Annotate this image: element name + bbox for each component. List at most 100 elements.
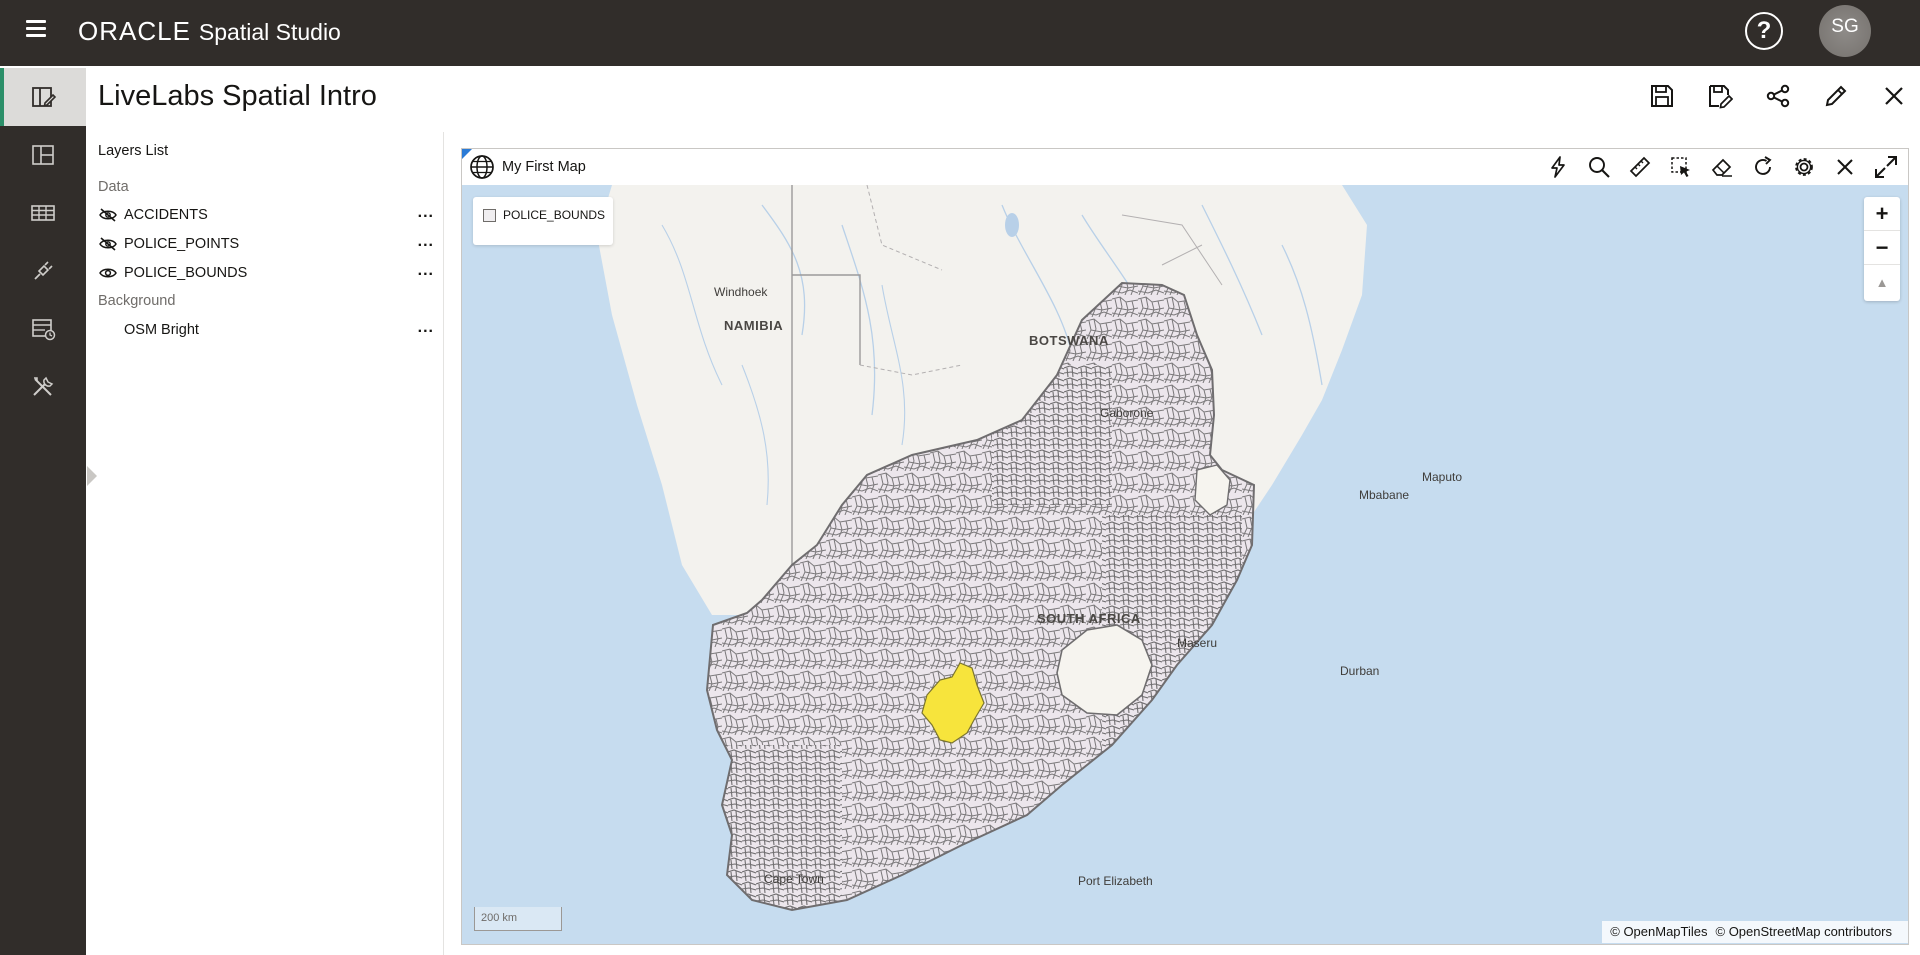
eraser-button[interactable] (1708, 153, 1736, 181)
hamburger-menu-icon[interactable] (26, 20, 46, 38)
close-icon (1885, 87, 1903, 105)
layer-name: POLICE_POINTS (124, 236, 240, 252)
brand-logo[interactable]: ORACLE Spatial Studio (78, 16, 341, 47)
search-button[interactable] (1585, 153, 1613, 181)
layer-row-police-bounds[interactable]: POLICE_BOUNDS ... (98, 261, 438, 285)
map-selected-marker (462, 149, 472, 159)
label-gaborone: Gaborone (1100, 406, 1154, 420)
layer-row-accidents[interactable]: ACCIDENTS ... (98, 203, 438, 227)
layer-name: OSM Bright (124, 322, 199, 338)
settings-button[interactable] (1790, 153, 1818, 181)
compass-button[interactable]: ▲ (1875, 274, 1889, 290)
project-title: LiveLabs Spatial Intro (98, 80, 377, 112)
label-namibia: NAMIBIA (724, 318, 784, 333)
label-maseru: Maseru (1177, 636, 1218, 650)
project-icon (32, 87, 57, 107)
close-icon (1837, 159, 1853, 175)
search-icon (1589, 157, 1610, 178)
settings-icon (1795, 158, 1813, 176)
label-durban: Durban (1340, 664, 1380, 678)
scale-label: 200 km (481, 912, 518, 924)
map-attribution: © OpenMapTiles © OpenStreetMap contributo… (1602, 921, 1908, 943)
map-canvas[interactable] (462, 185, 1908, 945)
label-mbabane: Mbabane (1359, 488, 1410, 502)
map-header: My First Map (462, 149, 1908, 185)
expand-icon (1875, 156, 1897, 178)
layer-more-icon[interactable]: ... (417, 233, 434, 250)
nav-dashboard-icon[interactable] (0, 126, 86, 184)
data-section-label: Data (98, 179, 129, 195)
globe-icon (470, 155, 494, 179)
map-card: My First Map (461, 148, 1909, 945)
share-button[interactable] (1764, 82, 1792, 110)
layer-name: POLICE_BOUNDS (124, 265, 248, 281)
nav-tools-icon[interactable] (0, 358, 86, 416)
label-botswana: BOTSWANA (1029, 333, 1109, 348)
select-icon (1671, 157, 1690, 177)
share-icon (1766, 84, 1790, 108)
brand-product: Spatial Studio (198, 19, 341, 45)
refresh-icon (1755, 156, 1772, 175)
jobs-icon (32, 319, 56, 341)
help-button[interactable]: ? (1745, 12, 1783, 50)
label-port-elizabeth: Port Elizabeth (1078, 874, 1153, 888)
select-button[interactable] (1667, 153, 1695, 181)
background-section-label: Background (98, 293, 176, 309)
zoom-in-button[interactable]: + (1864, 197, 1900, 231)
brand-oracle: ORACLE (78, 16, 191, 46)
zoom-controls: + − ▲ (1864, 197, 1900, 301)
layer-more-icon[interactable]: ... (417, 319, 434, 336)
layer-name: ACCIDENTS (124, 207, 208, 223)
nav-rail (0, 68, 86, 955)
save-as-icon (1709, 85, 1733, 109)
nav-project-icon[interactable] (0, 68, 86, 126)
layers-list-title: Layers List (98, 143, 169, 159)
label-windhoek: Windhoek (714, 285, 768, 299)
layer-row-police-points[interactable]: POLICE_POINTS ... (98, 232, 438, 256)
attribution-osm[interactable]: © OpenStreetMap contributors (1715, 924, 1893, 939)
map-legend: POLICE_BOUNDS (473, 197, 613, 245)
label-maputo: Maputo (1422, 470, 1463, 484)
measure-icon (1629, 156, 1651, 178)
project-toolbar (1648, 82, 1908, 110)
layers-panel: Layers List Data ACCIDENTS ... POLICE_PO… (86, 132, 444, 955)
background-spacer (98, 322, 118, 338)
dashboard-icon (32, 145, 54, 165)
connections-icon (34, 261, 53, 280)
lightning-button[interactable] (1544, 153, 1572, 181)
refresh-button[interactable] (1749, 153, 1777, 181)
hidden-eye-icon[interactable] (98, 236, 118, 252)
top-header: ORACLE Spatial Studio ? SG (0, 0, 1920, 66)
lightning-icon (1551, 156, 1565, 178)
edit-button[interactable] (1822, 82, 1850, 110)
nav-connections-icon[interactable] (0, 242, 86, 300)
map-toolbar (1544, 153, 1900, 181)
nav-jobs-icon[interactable] (0, 300, 86, 358)
save-button[interactable] (1648, 82, 1676, 110)
save-as-button[interactable] (1706, 82, 1734, 110)
user-avatar[interactable]: SG (1819, 5, 1871, 57)
legend-swatch (483, 209, 496, 222)
collapse-panel-handle[interactable] (87, 466, 97, 486)
zoom-out-button[interactable]: − (1864, 231, 1900, 265)
eraser-icon (1711, 158, 1732, 177)
expand-button[interactable] (1872, 153, 1900, 181)
visible-eye-icon[interactable] (98, 265, 118, 281)
save-icon (1651, 85, 1673, 107)
hidden-eye-icon[interactable] (98, 207, 118, 223)
nav-datasets-icon[interactable] (0, 184, 86, 242)
attribution-openmaptiles[interactable]: © OpenMapTiles (1610, 924, 1708, 939)
map-name: My First Map (502, 159, 586, 175)
label-cape-town: Cape Town (764, 872, 824, 886)
scale-bar: 200 km (474, 907, 562, 931)
close-project-button[interactable] (1880, 82, 1908, 110)
tools-icon (33, 376, 54, 396)
legend-label: POLICE_BOUNDS (503, 208, 606, 222)
layer-more-icon[interactable]: ... (417, 204, 434, 221)
label-south-africa: SOUTH AFRICA (1037, 611, 1141, 626)
measure-button[interactable] (1626, 153, 1654, 181)
layer-more-icon[interactable]: ... (417, 262, 434, 279)
layer-row-osm-bright[interactable]: OSM Bright ... (98, 318, 438, 342)
close-map-button[interactable] (1831, 153, 1859, 181)
edit-icon (1825, 85, 1847, 107)
